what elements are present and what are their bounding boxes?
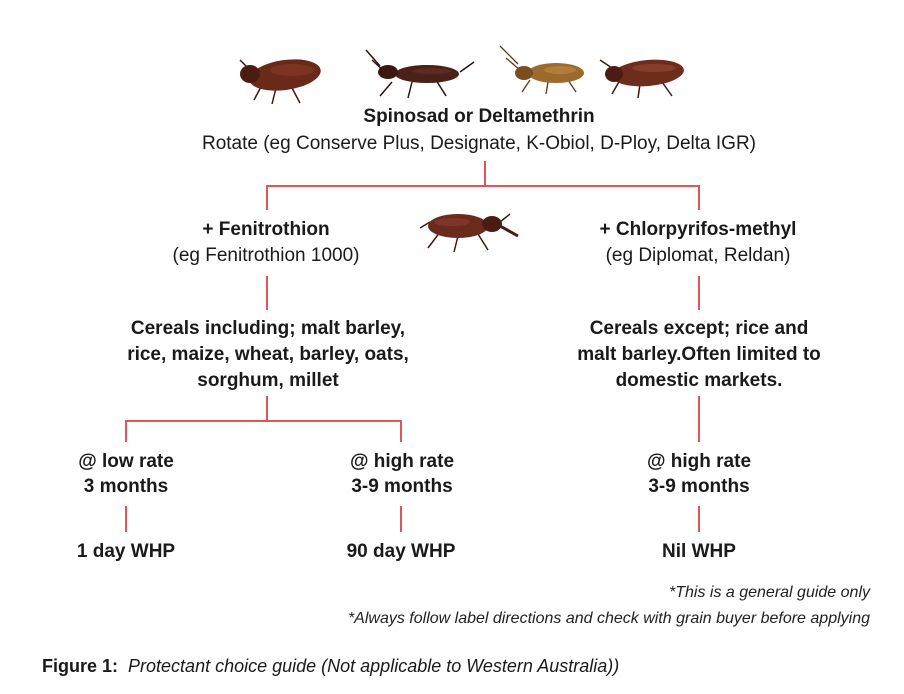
right-high-rate-duration: 3-9 months [648, 476, 750, 497]
low-rate-duration: 3 months [83, 476, 169, 497]
right-cereals-line: malt barley.Often limited to [577, 344, 821, 365]
connector [125, 420, 127, 442]
left-cereals-line: sorghum, millet [197, 370, 339, 391]
connector [266, 185, 699, 187]
beetle-icon [365, 49, 475, 99]
top-title: Spinosad or Deltamethrin [363, 106, 595, 127]
left-high-rate-label: @ high rate [349, 451, 455, 472]
connector [698, 506, 700, 532]
low-rate-node: @ low rate 3 months [78, 449, 174, 499]
beetle-icon [239, 59, 321, 105]
connector [266, 185, 268, 210]
note-general-guide: *This is a general guide only [668, 584, 870, 601]
figure-label: Figure 1: [42, 656, 119, 676]
connector [698, 276, 700, 310]
figure-caption: Figure 1: Protectant choice guide (Not a… [42, 656, 619, 677]
beetle-icon [499, 45, 584, 95]
whp-90-day: 90 day WHP [346, 541, 456, 562]
connector [698, 396, 700, 442]
connector [266, 276, 268, 310]
chlorpyrifos-title: + Chlorpyrifos-methyl [599, 219, 797, 240]
right-cereals-line: Cereals except; rice and [589, 318, 809, 339]
beetle-icon [599, 59, 684, 99]
connector [125, 420, 401, 422]
fenitrothion-subtitle: (eg Fenitrothion 1000) [172, 245, 360, 266]
note-label-directions: *Always follow label directions and chec… [347, 610, 870, 627]
right-cereals: Cereals except; rice and malt barley.Oft… [577, 316, 821, 394]
chlorpyrifos-subtitle: (eg Diplomat, Reldan) [605, 245, 791, 266]
connector [484, 161, 486, 186]
left-cereals: Cereals including; malt barley, rice, ma… [127, 316, 409, 394]
connector [400, 506, 402, 532]
low-rate-label: @ low rate [78, 451, 174, 472]
figure-text: Protectant choice guide (Not applicable … [128, 656, 620, 676]
left-cereals-line: rice, maize, wheat, barley, oats, [127, 344, 409, 365]
whp-nil: Nil WHP [662, 541, 736, 562]
left-high-rate-duration: 3-9 months [351, 476, 453, 497]
right-high-rate-node: @ high rate 3-9 months [647, 449, 751, 499]
top-subtitle: Rotate (eg Conserve Plus, Designate, K-O… [201, 133, 757, 154]
left-cereals-line: Cereals including; malt barley, [130, 318, 406, 339]
connector [698, 185, 700, 210]
connector [266, 396, 268, 420]
left-high-rate-node: @ high rate 3-9 months [350, 449, 454, 499]
connector [400, 420, 402, 442]
right-high-rate-label: @ high rate [646, 451, 752, 472]
right-cereals-line: domestic markets. [615, 370, 783, 391]
fenitrothion-title: + Fenitrothion [202, 219, 330, 240]
whp-1-day: 1 day WHP [76, 541, 176, 562]
weevil-icon [419, 213, 519, 253]
connector [125, 506, 127, 532]
